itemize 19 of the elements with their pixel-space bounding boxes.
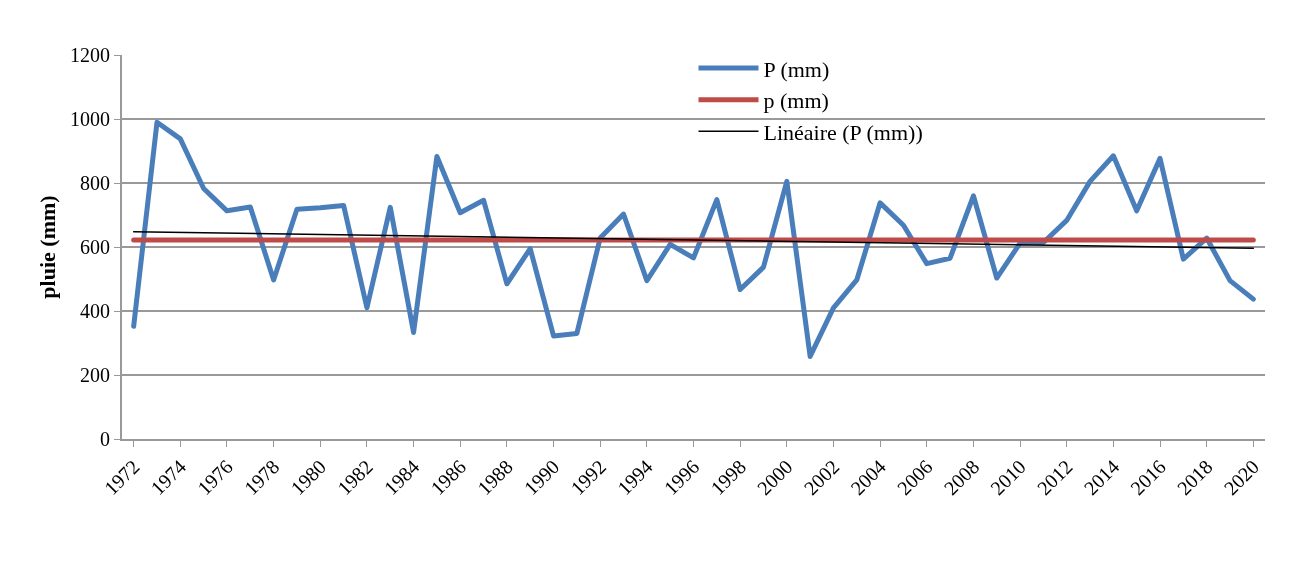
legend-label: p (mm) (763, 88, 829, 114)
x-tick-label: 1972 (99, 455, 144, 500)
legend-label: P (mm) (763, 56, 830, 82)
x-tick-label: 1982 (332, 455, 377, 500)
y-tick-label: 1200 (70, 44, 110, 66)
x-tick-label: 1988 (472, 455, 517, 500)
y-tick-label: 400 (80, 300, 110, 322)
y-axis-title: pluie (mm) (35, 195, 61, 299)
y-tick-label: 1000 (70, 108, 110, 130)
x-tick-label: 1978 (239, 455, 284, 500)
x-tick-label: 1998 (706, 455, 751, 500)
y-tick-label: 800 (80, 172, 110, 194)
y-tick-label: 200 (80, 364, 110, 386)
x-tick-label: 1992 (566, 455, 611, 500)
x-tick-label: 1980 (286, 455, 331, 500)
y-tick-label: 0 (100, 428, 110, 450)
x-tick-label: 1990 (519, 455, 564, 500)
y-tick-label: 600 (80, 236, 110, 258)
legend-label: Linéaire (P (mm)) (763, 119, 923, 145)
